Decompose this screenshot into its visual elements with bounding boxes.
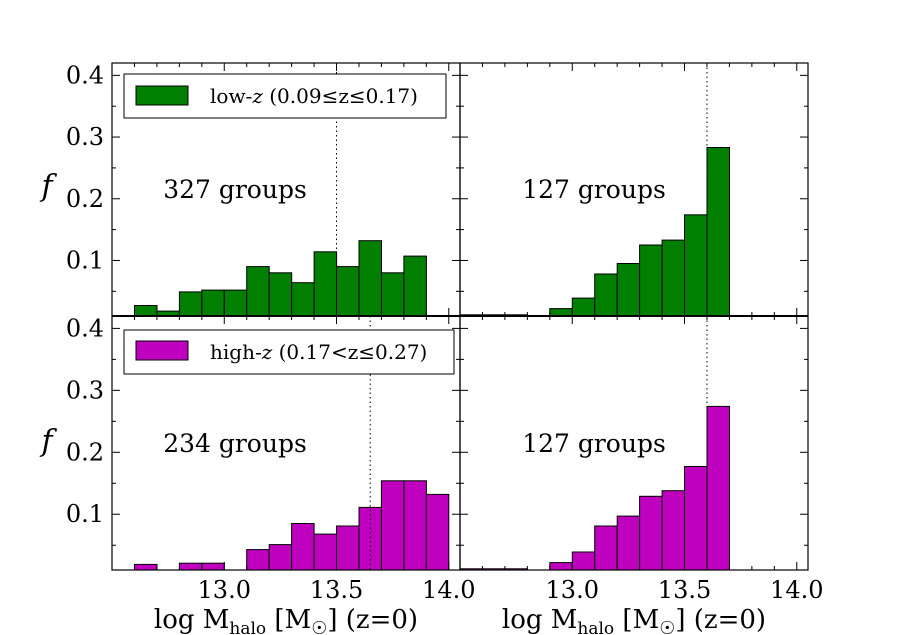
xtick-label-bottom-right-1: 13.5 bbox=[658, 576, 711, 604]
ytick-label-top-left-3: 0.4 bbox=[66, 61, 104, 89]
annotation-top-left: 327 groups bbox=[163, 175, 307, 204]
histogram-bar-bottom-right-5 bbox=[594, 525, 618, 571]
ytick-label-top-left-1: 0.2 bbox=[66, 185, 104, 213]
histogram-bar-top-right-8 bbox=[661, 239, 686, 317]
histogram-bar-top-left-8 bbox=[313, 251, 338, 317]
histogram-bar-bottom-left-1 bbox=[178, 562, 203, 571]
histogram-bar-bottom-right-9 bbox=[684, 466, 708, 571]
xtick-label-bottom-left-1: 13.5 bbox=[310, 576, 363, 604]
histogram-bar-bottom-left-11 bbox=[403, 480, 427, 571]
histogram-bar-top-right-5 bbox=[594, 273, 618, 317]
histogram-bar-top-right-7 bbox=[639, 244, 663, 317]
histogram-bar-top-left-12 bbox=[403, 255, 427, 317]
histogram-bar-top-right-9 bbox=[684, 214, 708, 317]
histogram-bar-top-left-5 bbox=[246, 266, 270, 317]
histogram-bar-top-right-4 bbox=[571, 297, 596, 317]
panel-top-left: 0.1 0.2 0.3 0.4 bbox=[66, 61, 461, 317]
ylabel-bottom: f bbox=[39, 424, 57, 459]
histogram-bar-bottom-left-6 bbox=[291, 523, 315, 571]
histogram-bar-bottom-left-12 bbox=[425, 493, 450, 571]
legend-high-z-swatch bbox=[135, 340, 189, 361]
ytick-label-top-left-0: 0.1 bbox=[66, 246, 104, 274]
histogram-bar-top-left-11 bbox=[380, 272, 405, 317]
legend-low-z-swatch bbox=[135, 85, 189, 106]
annotation-bottom-left: 234 groups bbox=[163, 429, 307, 458]
histogram-bar-bottom-right-6 bbox=[616, 515, 641, 571]
ytick-label-bottom-left-0: 0.1 bbox=[66, 500, 104, 528]
legend-high-z: high-z (0.17<z≤0.27) bbox=[123, 329, 455, 375]
xtick-label-bottom-left-0: 13.0 bbox=[198, 576, 251, 604]
ytick-label-bottom-left-1: 0.2 bbox=[66, 438, 104, 466]
ytick-label-bottom-left-3: 0.4 bbox=[66, 314, 104, 342]
ytick-label-top-left-2: 0.3 bbox=[66, 123, 104, 151]
xtick-label-bottom-right-2: 14.0 bbox=[770, 576, 823, 604]
xlabel-right: log Mhalo [M☉] (z=0) bbox=[502, 605, 766, 635]
histogram-bar-bottom-left-7 bbox=[313, 533, 338, 571]
histogram-bar-top-left-2 bbox=[178, 291, 203, 317]
xtick-label-bottom-right-0: 13.0 bbox=[546, 576, 599, 604]
legend-low-z: low-z (0.09≤z≤0.17) bbox=[123, 73, 447, 119]
histogram-bar-bottom-right-3 bbox=[549, 562, 573, 571]
histogram-bar-bottom-left-0 bbox=[134, 563, 158, 571]
annotation-bottom-right: 127 groups bbox=[522, 429, 666, 458]
histogram-bar-bottom-left-5 bbox=[268, 544, 293, 571]
histogram-bar-bottom-left-8 bbox=[336, 525, 360, 571]
histogram-bar-bottom-right-10 bbox=[706, 405, 730, 571]
histogram-bar-top-right-10 bbox=[706, 147, 730, 317]
histogram-bar-bottom-left-9 bbox=[358, 506, 382, 571]
histogram-bar-top-left-6 bbox=[268, 272, 293, 317]
histogram-bar-top-right-3 bbox=[549, 308, 573, 317]
xtick-label-bottom-left-2: 14.0 bbox=[422, 576, 475, 604]
histogram-bar-top-left-9 bbox=[336, 266, 360, 317]
histogram-bar-bottom-right-7 bbox=[639, 495, 663, 571]
xlabel-left: log Mhalo [M☉] (z=0) bbox=[154, 605, 418, 635]
panel-top-right bbox=[459, 62, 809, 317]
annotation-top-right: 127 groups bbox=[522, 175, 666, 204]
histogram-bar-top-left-3 bbox=[201, 289, 225, 317]
legend-high-z-label: high-z (0.17<z≤0.27) bbox=[210, 340, 427, 364]
panel-bottom-left: 0.1 0.2 0.3 0.4 13.0 13.5 14.0 bbox=[66, 314, 476, 604]
legend-low-z-label: low-z (0.09≤z≤0.17) bbox=[210, 84, 418, 108]
histogram-bar-top-left-4 bbox=[223, 289, 248, 317]
histogram-bar-bottom-left-10 bbox=[380, 480, 405, 571]
histogram-bar-bottom-right-8 bbox=[661, 490, 686, 571]
ylabel-top: f bbox=[39, 169, 57, 204]
histogram-bar-top-left-0 bbox=[134, 305, 158, 317]
panel-bottom-right: 13.0 13.5 14.0 bbox=[459, 315, 823, 604]
histogram-bar-bottom-left-4 bbox=[246, 549, 270, 571]
ytick-label-bottom-left-2: 0.3 bbox=[66, 376, 104, 404]
histogram-bar-top-left-7 bbox=[291, 282, 315, 317]
histogram-bar-top-left-10 bbox=[358, 240, 382, 317]
histogram-bar-top-right-6 bbox=[616, 263, 641, 317]
histogram-bar-bottom-left-2 bbox=[201, 562, 225, 571]
histogram-bar-bottom-right-4 bbox=[571, 551, 596, 571]
